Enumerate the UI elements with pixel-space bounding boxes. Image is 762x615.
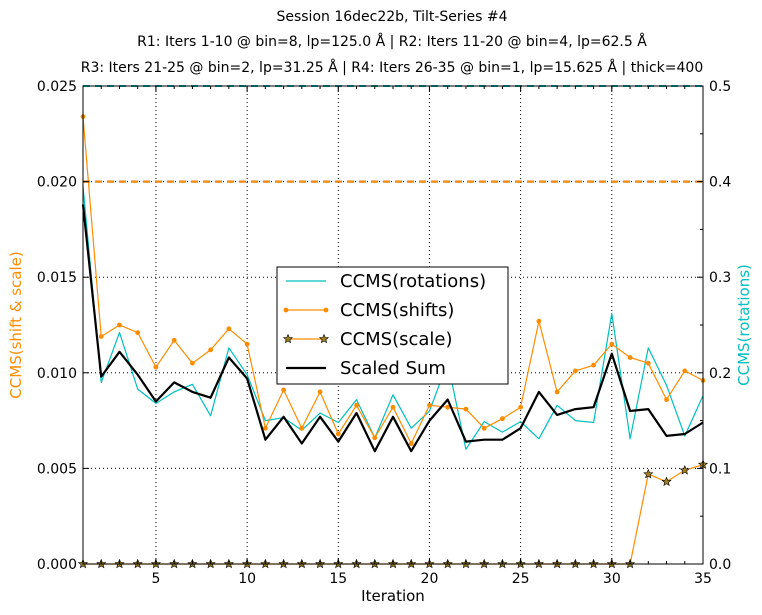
- data-point: [226, 326, 232, 332]
- data-point: [390, 404, 396, 410]
- data-point: [572, 368, 578, 374]
- legend-label: Scaled Sum: [340, 358, 446, 379]
- y-left-tick-label: 0.020: [37, 175, 77, 191]
- y-right-tick-label: 0.5: [709, 79, 731, 95]
- y-left-tick-label: 0.000: [37, 557, 77, 573]
- data-point: [244, 341, 250, 347]
- data-point: [591, 362, 596, 368]
- y-right-tick-label: 0.2: [709, 366, 731, 382]
- legend-label: CCMS(shifts): [340, 300, 454, 321]
- y-left-tick-label: 0.005: [37, 461, 77, 477]
- x-tick-label: 5: [151, 571, 160, 587]
- scaled-sum-series: [81, 204, 704, 453]
- data-point: [372, 435, 378, 441]
- data-point: [335, 431, 341, 437]
- data-point: [518, 404, 524, 410]
- y-left-tick-label: 0.025: [37, 79, 77, 95]
- x-tick-label: 15: [329, 571, 347, 587]
- y-right-tick-label: 0.1: [709, 461, 731, 477]
- y-left-axis-label: CCMS(shift & scale): [7, 251, 25, 398]
- data-point: [153, 364, 159, 370]
- y-left-tick-label: 0.015: [37, 270, 77, 286]
- x-tick-label: 20: [421, 571, 439, 587]
- data-point: [481, 425, 487, 431]
- series-line: [81, 204, 704, 453]
- x-tick-label: 10: [238, 571, 256, 587]
- legend-marker: [318, 333, 330, 344]
- data-point: [281, 387, 286, 393]
- data-point: [117, 322, 122, 328]
- data-point: [190, 360, 195, 366]
- data-point: [427, 402, 432, 408]
- data-point: [354, 402, 359, 408]
- legend-label: CCMS(rotations): [340, 271, 486, 292]
- chart-title-line: R1: Iters 1-10 @ bin=8, lp=125.0 Å | R2:…: [137, 33, 647, 50]
- data-point: [682, 368, 688, 374]
- data-point: [627, 355, 633, 360]
- data-point: [171, 337, 177, 343]
- x-tick-label: 25: [512, 571, 530, 587]
- y-right-tick-label: 0.4: [709, 175, 731, 191]
- data-point: [554, 389, 560, 395]
- data-point: [536, 318, 542, 324]
- data-point: [645, 360, 651, 366]
- data-point-star: [679, 465, 690, 475]
- legend-marker: [323, 307, 329, 313]
- data-point: [445, 404, 451, 410]
- y-right-tick-label: 0.0: [709, 557, 731, 573]
- data-point: [262, 425, 268, 431]
- shifts-series: [80, 114, 706, 446]
- data-point: [317, 389, 323, 395]
- data-point: [408, 441, 414, 446]
- x-axis-label: Iteration: [361, 587, 425, 605]
- chart-title-line: Session 16dec22b, Tilt-Series #4: [276, 9, 507, 25]
- data-point: [463, 406, 469, 412]
- y-right-axis-label: CCMS(rotations): [735, 264, 753, 386]
- chart-title-line: R3: Iters 21-25 @ bin=2, lp=31.25 Å | R4…: [81, 59, 703, 76]
- data-point-star: [643, 468, 654, 479]
- y-left-tick-label: 0.010: [37, 366, 77, 382]
- data-point: [208, 347, 214, 353]
- legend-marker: [283, 307, 289, 313]
- x-tick-label: 30: [603, 571, 621, 587]
- legend: CCMS(rotations) CCMS(shifts) CCMS(scale) Sc…: [276, 266, 509, 385]
- data-point: [500, 416, 505, 422]
- legend-marker: [282, 333, 294, 344]
- y-right-tick-label: 0.3: [709, 270, 731, 286]
- data-point: [299, 425, 305, 431]
- data-point: [609, 341, 615, 347]
- data-point: [135, 330, 141, 336]
- data-point: [664, 397, 669, 402]
- legend-box: [276, 266, 509, 385]
- data-point: [98, 334, 104, 339]
- x-tick-label: 35: [694, 571, 712, 587]
- data-point-star: [661, 476, 672, 487]
- legend-label: CCMS(scale): [340, 329, 453, 350]
